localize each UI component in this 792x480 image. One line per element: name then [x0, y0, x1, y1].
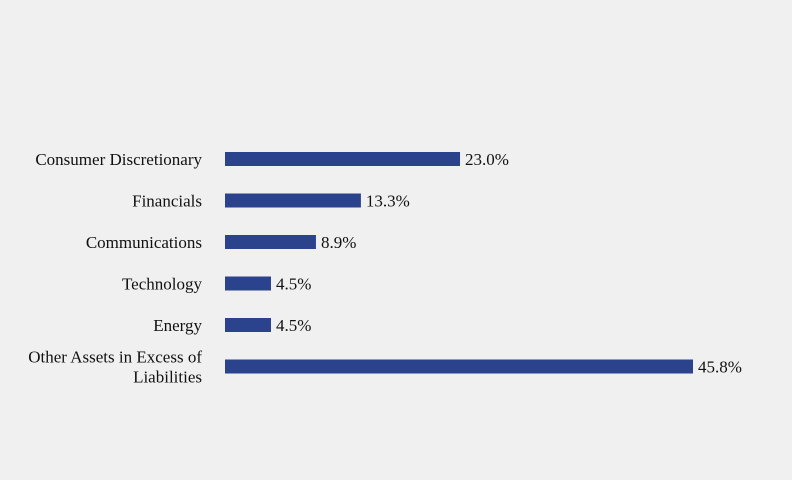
category-label-consumer-discretionary: Consumer Discretionary — [35, 150, 202, 169]
category-labels: Consumer Discretionary Financials Communic… — [28, 150, 202, 387]
value-label-communications: 8.9% — [321, 233, 356, 252]
bar-communications — [225, 235, 316, 249]
bar-energy — [225, 318, 271, 332]
category-label-line: Technology — [122, 275, 203, 294]
value-label-technology: 4.5% — [276, 275, 311, 294]
category-label-line: Communications — [86, 233, 202, 252]
category-label-communications: Communications — [86, 233, 202, 252]
category-label-financials: Financials — [132, 192, 202, 211]
value-label-consumer-discretionary: 23.0% — [465, 150, 509, 169]
value-label-energy: 4.5% — [276, 316, 311, 335]
category-label-other-assets-in-excess-of-liabilities: Other Assets in Excess of Liabilities — [28, 348, 202, 387]
bar-technology — [225, 276, 271, 291]
category-label-line: Other Assets in Excess of — [28, 348, 202, 367]
bars-group — [225, 152, 693, 374]
bar-financials — [225, 193, 361, 208]
category-label-line: Liabilities — [133, 368, 202, 387]
category-label-line: Energy — [153, 316, 202, 335]
category-label-energy: Energy — [153, 316, 202, 335]
value-labels: 23.0% 13.3% 8.9% 4.5% 4.5% 45.8% — [276, 150, 742, 377]
bar-other-assets-in-excess-of-liabilities — [225, 359, 693, 374]
bar-consumer-discretionary — [225, 152, 461, 166]
category-label-technology: Technology — [122, 275, 203, 294]
value-label-other-assets-in-excess-of-liabilities: 45.8% — [698, 358, 742, 377]
value-label-financials: 13.3% — [366, 192, 410, 211]
category-label-line: Financials — [132, 192, 202, 211]
category-label-line: Consumer Discretionary — [35, 150, 202, 169]
